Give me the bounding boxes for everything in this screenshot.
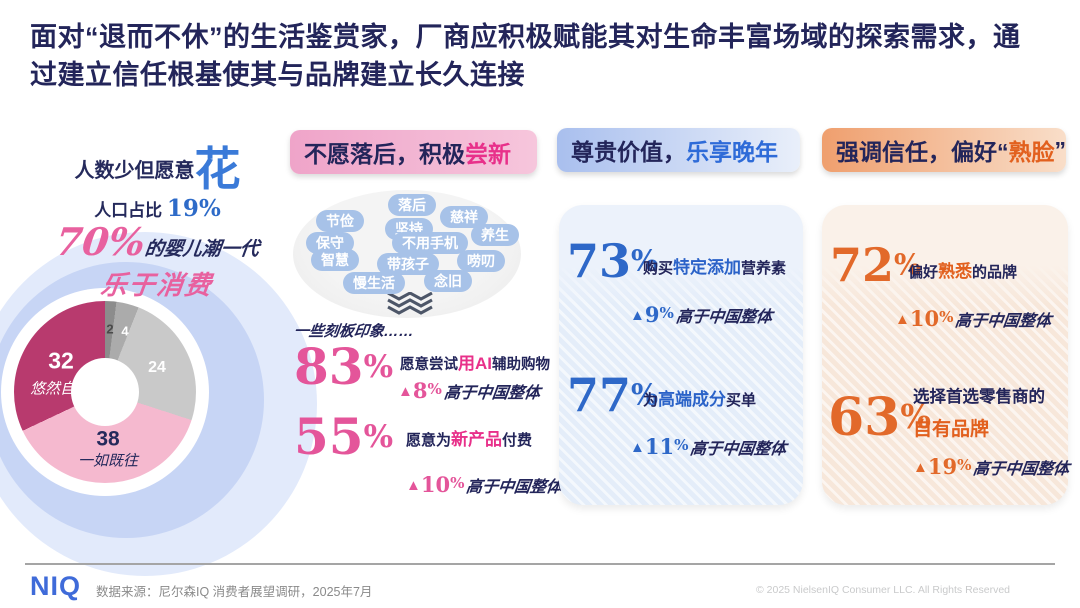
up-arrow-icon: ▲ (630, 307, 645, 324)
column2-header: 尊贵价值， 乐享晚年 (557, 128, 800, 172)
stat-delta: ▲9%高于中国整体 (630, 302, 773, 327)
column3-header: 强调信任，偏好“ 熟脸” (822, 128, 1066, 172)
up-arrow-icon: ▲ (895, 311, 910, 328)
footer-source: 数据来源：尼尔森IQ 消费者展望调研，2025年7月 (96, 585, 373, 599)
cloud-word: 慈祥 (440, 206, 488, 228)
cloud-word: 节俭 (316, 210, 364, 232)
column1-header: 不愿落后，积极 尝新 (290, 130, 537, 174)
hero-highlight-hua: 花 (194, 143, 241, 195)
stat-value-63: 63% (828, 387, 932, 448)
donut-slice-value: 24 (148, 359, 166, 376)
hero-text-block: 人数少但愿意花 人口占比 19% 70%的婴儿潮一代 乐于消费 (25, 146, 290, 302)
cloud-word: 智慧 (311, 249, 359, 271)
cloud-word: 唠叨 (457, 250, 505, 272)
cloud-word: 慢生活 (343, 272, 405, 294)
cloud-word: 带孩子 (377, 253, 439, 275)
up-arrow-icon: ▲ (406, 477, 421, 494)
donut-slice-value: 38 (96, 427, 120, 451)
stat-label: 愿意为新产品付费 (406, 430, 533, 449)
up-arrow-icon: ▲ (630, 439, 645, 456)
chevron-waves-icon (387, 292, 433, 315)
slide-title: 面对“退而不休”的生活鉴赏家，厂商应积极赋能其对生命丰富场域的探索需求，通过建立… (30, 22, 1021, 90)
donut-slice-value: 4 (121, 323, 129, 339)
stat-label: 选择首选零售商的 自有品牌 (913, 388, 1045, 440)
donut-slice-label: 悠然自若 (29, 380, 91, 398)
stat-delta: ▲11%高于中国整体 (630, 434, 788, 459)
up-arrow-icon: ▲ (398, 383, 413, 400)
donut-slice-value: 32 (48, 347, 74, 374)
cloud-word: 保守 (306, 232, 354, 254)
stat-value-77: 77% (567, 368, 659, 422)
niq-logo: NIQ (30, 571, 82, 601)
stat-delta: ▲10%高于中国整体 (895, 306, 1053, 331)
hero-line3: 70%的婴儿潮一代 (53, 219, 261, 264)
column2-card (559, 205, 803, 505)
hero-70pct: 70% (53, 219, 148, 264)
stat-delta: ▲10%高于中国整体 (406, 472, 564, 497)
stat-delta: ▲8%高于中国整体 (398, 378, 541, 403)
stat-delta: ▲19%高于中国整体 (913, 454, 1071, 479)
stat-label: 购买特定添加营养素 (643, 258, 787, 277)
footer-divider (25, 563, 1055, 565)
cloud-word: 念旧 (424, 270, 472, 292)
column2-header-highlight: 乐享晚年 (686, 139, 778, 165)
donut-slice-label: 一如既往 (77, 452, 139, 470)
hero-line2: 人口占比 19% (94, 195, 221, 222)
stat-value-83: 83% (294, 337, 394, 396)
stat-label: 偏好熟悉的品牌 (908, 262, 1018, 281)
column3-card (822, 205, 1068, 505)
cloud-word: 落后 (388, 194, 436, 216)
stat-value-55: 55% (294, 407, 394, 466)
footer-copyright: © 2025 NielsenIQ Consumer LLC. All Right… (756, 584, 1011, 596)
stat-label: 为高端成分买单 (643, 390, 757, 409)
stat-value-72: 72% (830, 238, 922, 292)
hero-population-share: 19% (166, 195, 221, 222)
donut-slice-value: 2 (106, 321, 114, 337)
up-arrow-icon: ▲ (913, 459, 928, 476)
stereotype-cloud: 落后 慈祥 节俭 坚持 养生 保守 不用手机 智慧 带孩子 唠叨 慢生活 念旧 (293, 190, 528, 325)
stat-label: 愿意尝试用AI辅助购物 (400, 354, 550, 373)
hero-line4: 乐于消费 (99, 270, 216, 300)
cloud-word: 不用手机 (392, 232, 468, 254)
cloud-word: 养生 (471, 224, 519, 246)
column1-header-highlight: 尝新 (465, 141, 511, 167)
donut-chart: 32 悠然自若 24 2 4 38 一如既往 (14, 301, 196, 483)
hero-line1: 人数少但愿意花 (74, 143, 241, 195)
column3-header-highlight: 熟脸 (1008, 139, 1055, 165)
stat-value-73: 73% (567, 234, 659, 288)
